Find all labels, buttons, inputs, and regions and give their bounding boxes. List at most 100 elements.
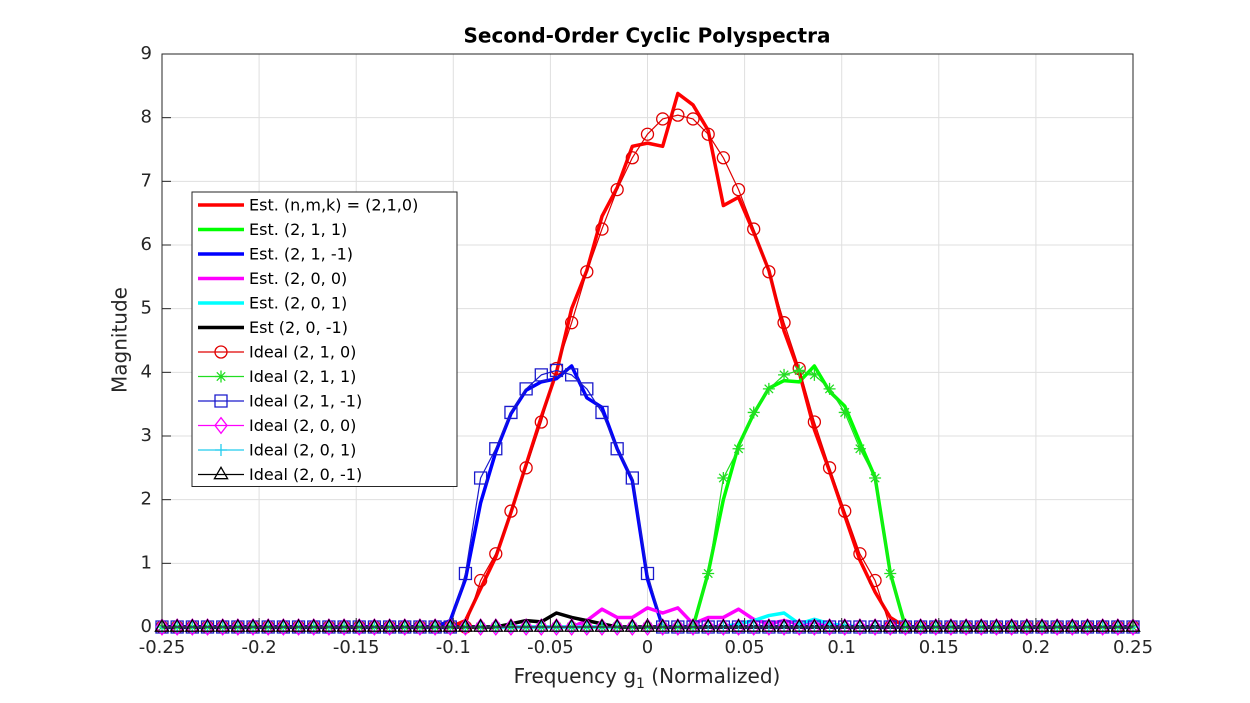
point-marker — [656, 112, 670, 126]
point-marker — [640, 566, 655, 581]
point-marker — [1049, 618, 1065, 632]
point-marker — [731, 182, 746, 197]
point-marker — [397, 618, 413, 632]
point-marker — [321, 618, 337, 632]
legend: Est. (n,m,k) = (2,1,0) Est. (2, 1, 1) Est.… — [191, 191, 458, 487]
legend-marker — [215, 370, 227, 383]
point-marker — [838, 504, 852, 518]
point-marker — [488, 618, 504, 632]
point-marker — [534, 618, 549, 636]
point-marker — [1110, 618, 1126, 632]
y-tick-label: 5 — [141, 298, 152, 319]
x-tick-label: -0.2 — [242, 637, 277, 658]
point-marker — [275, 618, 292, 632]
point-marker — [884, 567, 897, 580]
point-marker — [290, 618, 307, 632]
point-marker — [1004, 618, 1019, 636]
point-marker — [731, 618, 746, 636]
point-marker — [745, 618, 762, 632]
point-marker — [670, 618, 686, 632]
point-marker — [793, 364, 806, 377]
point-marker — [777, 316, 791, 330]
point-marker — [1126, 618, 1140, 636]
legend-label: Ideal (2, 0, -1) — [249, 465, 362, 484]
y-tick-label: 9 — [141, 43, 152, 64]
chart-title: Second-Order Cyclic Polyspectra — [464, 24, 831, 48]
point-marker — [579, 618, 594, 636]
point-marker — [1064, 618, 1081, 632]
point-marker — [837, 618, 852, 636]
axes: -0.25 -0.2 -0.15 -0.1 -0.05 0 0.05 0.1 0.15 0.2 0.… — [139, 43, 1153, 658]
point-marker — [412, 618, 428, 632]
point-marker — [473, 471, 488, 485]
x-tick-label: -0.15 — [333, 637, 380, 658]
point-marker — [458, 566, 473, 581]
point-marker — [1003, 618, 1020, 632]
legend-label: Est. (2, 1, 1) — [249, 220, 347, 239]
y-tick-label: 7 — [141, 170, 152, 191]
point-marker — [458, 618, 473, 636]
point-marker — [381, 618, 398, 632]
point-marker — [154, 618, 170, 632]
y-tick-label: 2 — [141, 489, 152, 510]
point-marker — [807, 415, 822, 429]
legend-label: Ideal (2, 1, 0) — [249, 343, 356, 362]
point-marker — [155, 618, 169, 636]
point-marker — [808, 368, 821, 381]
point-marker — [413, 618, 427, 636]
point-marker — [533, 618, 550, 632]
point-marker — [791, 618, 807, 632]
point-marker — [1034, 618, 1050, 632]
point-marker — [1035, 618, 1049, 636]
point-marker — [778, 368, 791, 381]
point-marker — [230, 618, 246, 632]
point-marker — [913, 618, 928, 636]
point-marker — [701, 127, 715, 141]
point-marker — [1079, 618, 1096, 632]
point-marker — [246, 618, 260, 636]
point-marker — [883, 618, 898, 636]
point-marker — [352, 618, 367, 636]
point-marker — [170, 618, 184, 636]
point-marker — [700, 618, 716, 632]
point-marker — [959, 618, 973, 636]
point-marker — [671, 108, 685, 122]
x-tick-label: 0.25 — [1113, 637, 1153, 658]
point-marker — [716, 151, 731, 165]
legend-marker — [214, 416, 228, 435]
point-marker — [215, 618, 230, 636]
point-marker — [322, 618, 336, 636]
point-marker — [427, 618, 443, 632]
point-marker — [701, 618, 716, 636]
point-marker — [534, 368, 548, 382]
point-marker — [868, 573, 882, 588]
point-marker — [580, 265, 594, 279]
point-marker — [867, 618, 883, 632]
legend-marker — [214, 345, 228, 359]
point-marker — [821, 618, 838, 632]
point-marker — [200, 618, 215, 636]
point-marker — [958, 618, 974, 632]
y-tick-label: 8 — [141, 107, 152, 128]
point-marker — [640, 127, 655, 141]
point-marker — [564, 316, 579, 330]
point-marker — [685, 618, 701, 632]
point-marker — [443, 618, 458, 636]
point-marker — [594, 618, 610, 632]
point-marker — [291, 618, 306, 636]
point-marker — [519, 382, 533, 396]
y-tick-label: 6 — [141, 234, 152, 255]
x-tick-label: -0.05 — [527, 637, 574, 658]
point-marker — [428, 618, 442, 636]
point-marker — [747, 406, 760, 419]
y-tick-label: 0 — [141, 616, 152, 637]
point-marker — [367, 618, 382, 636]
point-marker — [686, 112, 700, 126]
point-marker — [397, 618, 412, 636]
y-tick-label: 3 — [141, 425, 152, 446]
point-marker — [504, 504, 518, 518]
point-marker — [912, 618, 929, 632]
point-marker — [534, 415, 548, 429]
legend-label: Est. (2, 1, -1) — [249, 245, 353, 264]
point-marker — [595, 618, 609, 636]
